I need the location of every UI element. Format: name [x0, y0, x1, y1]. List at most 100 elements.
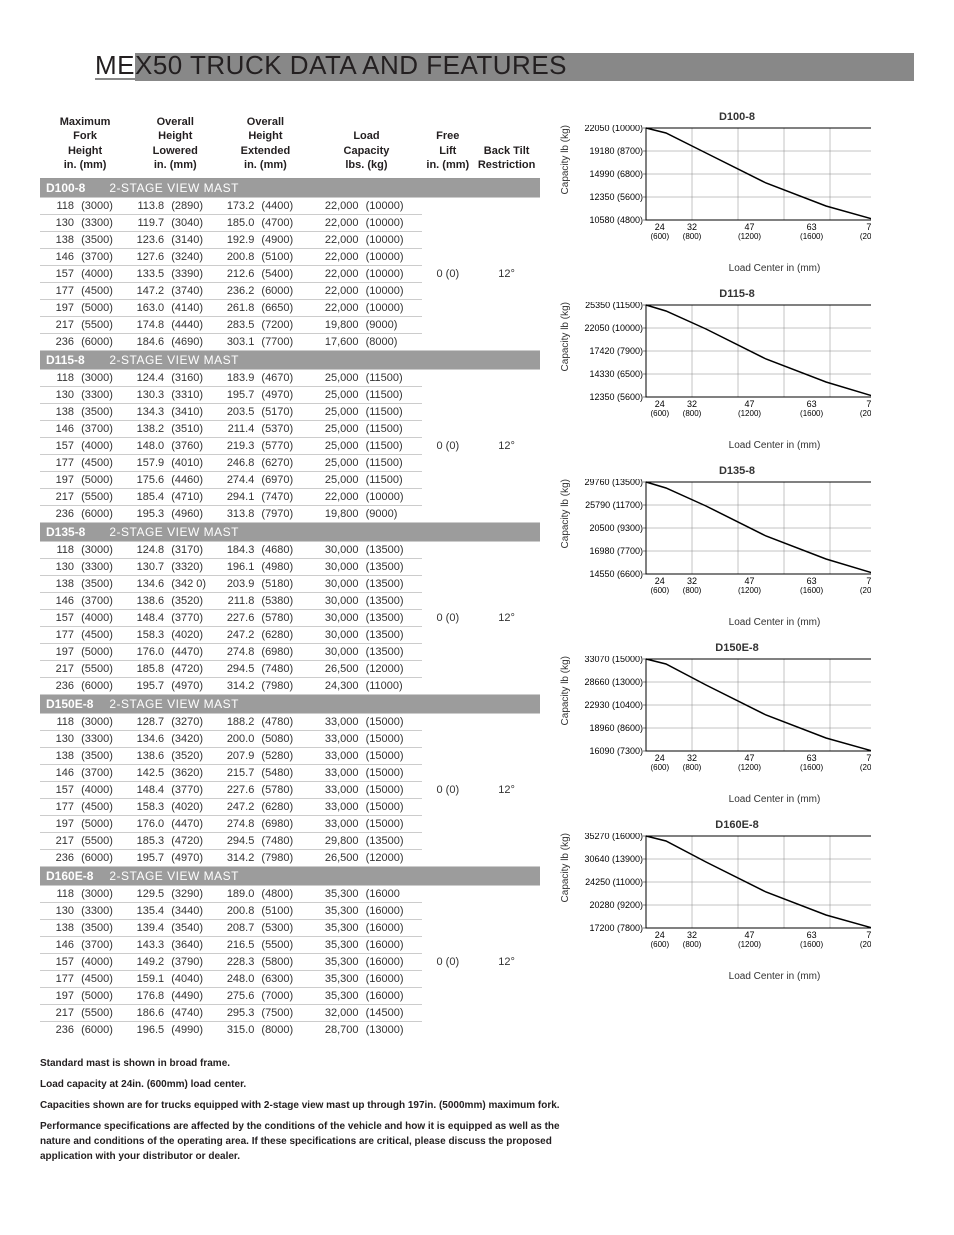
cell: 25,000 (11500) [311, 455, 423, 472]
svg-text:(2000): (2000) [860, 409, 871, 418]
cell: 159.1 (4040) [130, 971, 220, 988]
cell: 149.2 (3790) [130, 954, 220, 971]
cell: 146 (3700) [40, 765, 130, 782]
cell: 246.8 (6270) [220, 455, 310, 472]
back-tilt-cell: 12° [473, 198, 540, 351]
cell: 261.8 (6650) [220, 300, 310, 317]
cell: 26,500 (12000) [311, 661, 423, 678]
svg-text:(800): (800) [683, 586, 702, 595]
cell: 134.6 (3420) [130, 731, 220, 748]
svg-text:(600): (600) [650, 763, 669, 772]
svg-text:(2000): (2000) [860, 940, 871, 949]
svg-text:(600): (600) [650, 409, 669, 418]
cell: 219.3 (5770) [220, 438, 310, 455]
svg-text:22050 (10000): 22050 (10000) [584, 323, 643, 333]
cell: 315.0 (8000) [220, 1022, 310, 1039]
cell: 303.1 (7700) [220, 334, 310, 351]
cell: 118 (3000) [40, 886, 130, 903]
chart-svg: 35270 (16000)30640 (13900)24250 (11000)2… [571, 833, 871, 970]
footnote: Performance specifications are affected … [40, 1119, 560, 1164]
svg-text:63: 63 [807, 753, 817, 763]
svg-text:35270 (16000): 35270 (16000) [584, 833, 643, 841]
cell: 283.5 (7200) [220, 317, 310, 334]
cell: 134.3 (3410) [130, 404, 220, 421]
cell: 211.8 (5380) [220, 593, 310, 610]
capacity-chart: D135-8Capacity lb (kg)29760 (13500)25790… [560, 465, 914, 628]
cell: 19,800 (9000) [311, 506, 423, 523]
cell: 35,300 (16000) [311, 920, 423, 937]
svg-text:47: 47 [744, 222, 754, 232]
cell: 200.8 (5100) [220, 903, 310, 920]
cell: 197 (5000) [40, 816, 130, 833]
section-header: D100-8 2-STAGE VIEW MAST [40, 179, 540, 198]
cell: 236 (6000) [40, 334, 130, 351]
col-header: Back TiltRestriction [473, 111, 540, 179]
cell: 113.8 (2890) [130, 198, 220, 215]
cell: 35,300 (16000 [311, 886, 423, 903]
cell: 130 (3300) [40, 731, 130, 748]
cell: 212.6 (5400) [220, 266, 310, 283]
cell: 157.9 (4010) [130, 455, 220, 472]
cell: 177 (4500) [40, 971, 130, 988]
cell: 130.3 (3310) [130, 387, 220, 404]
svg-text:(800): (800) [683, 940, 702, 949]
cell: 147.2 (3740) [130, 283, 220, 300]
table-row: 118 (3000)129.5 (3290)189.0 (4800)35,300… [40, 886, 540, 903]
cell: 184.3 (4680) [220, 542, 310, 559]
cell: 294.5 (7480) [220, 833, 310, 850]
footnote: Capacities shown are for trucks equipped… [40, 1098, 560, 1113]
cell: 33,000 (15000) [311, 799, 423, 816]
cell: 30,000 (13500) [311, 610, 423, 627]
cell: 138 (3500) [40, 748, 130, 765]
svg-text:(800): (800) [683, 232, 702, 241]
chart-ylabel: Capacity lb (kg) [560, 656, 571, 743]
cell: 22,000 (10000) [311, 198, 423, 215]
cell: 217 (5500) [40, 661, 130, 678]
svg-text:22050 (10000): 22050 (10000) [584, 125, 643, 133]
cell: 33,000 (15000) [311, 731, 423, 748]
cell: 25,000 (11500) [311, 472, 423, 489]
cell: 157 (4000) [40, 782, 130, 799]
cell: 275.6 (7000) [220, 988, 310, 1005]
chart-ylabel: Capacity lb (kg) [560, 479, 571, 566]
svg-text:12350 (5600): 12350 (5600) [589, 192, 643, 202]
cell: 208.7 (5300) [220, 920, 310, 937]
table-row: 118 (3000)128.7 (3270)188.2 (4780)33,000… [40, 714, 540, 731]
section-header: D160E-8 2-STAGE VIEW MAST [40, 867, 540, 886]
svg-text:24: 24 [655, 576, 665, 586]
svg-text:(1200): (1200) [738, 232, 761, 241]
cell: 142.5 (3620) [130, 765, 220, 782]
cell: 197 (5000) [40, 988, 130, 1005]
cell: 217 (5500) [40, 1005, 130, 1022]
cell: 185.0 (4700) [220, 215, 310, 232]
cell: 22,000 (10000) [311, 300, 423, 317]
svg-text:32: 32 [687, 576, 697, 586]
svg-text:17420 (7900): 17420 (7900) [589, 346, 643, 356]
cell: 146 (3700) [40, 249, 130, 266]
cell: 176.8 (4490) [130, 988, 220, 1005]
cell: 30,000 (13500) [311, 644, 423, 661]
cell: 124.8 (3170) [130, 542, 220, 559]
col-header: OverallHeightExtendedin. (mm) [220, 111, 310, 179]
svg-text:24250 (11000): 24250 (11000) [585, 877, 643, 887]
svg-text:(2000): (2000) [860, 763, 871, 772]
cell: 35,300 (16000) [311, 954, 423, 971]
cell: 295.3 (7500) [220, 1005, 310, 1022]
cell: 274.4 (6970) [220, 472, 310, 489]
cell: 148.4 (3770) [130, 782, 220, 799]
cell: 32,000 (14500) [311, 1005, 423, 1022]
svg-text:14550 (6600): 14550 (6600) [589, 569, 643, 579]
svg-text:(2000): (2000) [860, 586, 871, 595]
col-header: OverallHeightLoweredin. (mm) [130, 111, 220, 179]
cell: 157 (4000) [40, 266, 130, 283]
footnotes: Standard mast is shown in broad frame.Lo… [40, 1056, 560, 1164]
cell: 236 (6000) [40, 850, 130, 867]
cell: 33,000 (15000) [311, 748, 423, 765]
cell: 118 (3000) [40, 198, 130, 215]
svg-text:79: 79 [866, 576, 871, 586]
cell: 118 (3000) [40, 370, 130, 387]
svg-text:(600): (600) [650, 940, 669, 949]
section-header: D135-8 2-STAGE VIEW MAST [40, 523, 540, 542]
svg-text:63: 63 [807, 576, 817, 586]
svg-text:(1600): (1600) [800, 940, 823, 949]
